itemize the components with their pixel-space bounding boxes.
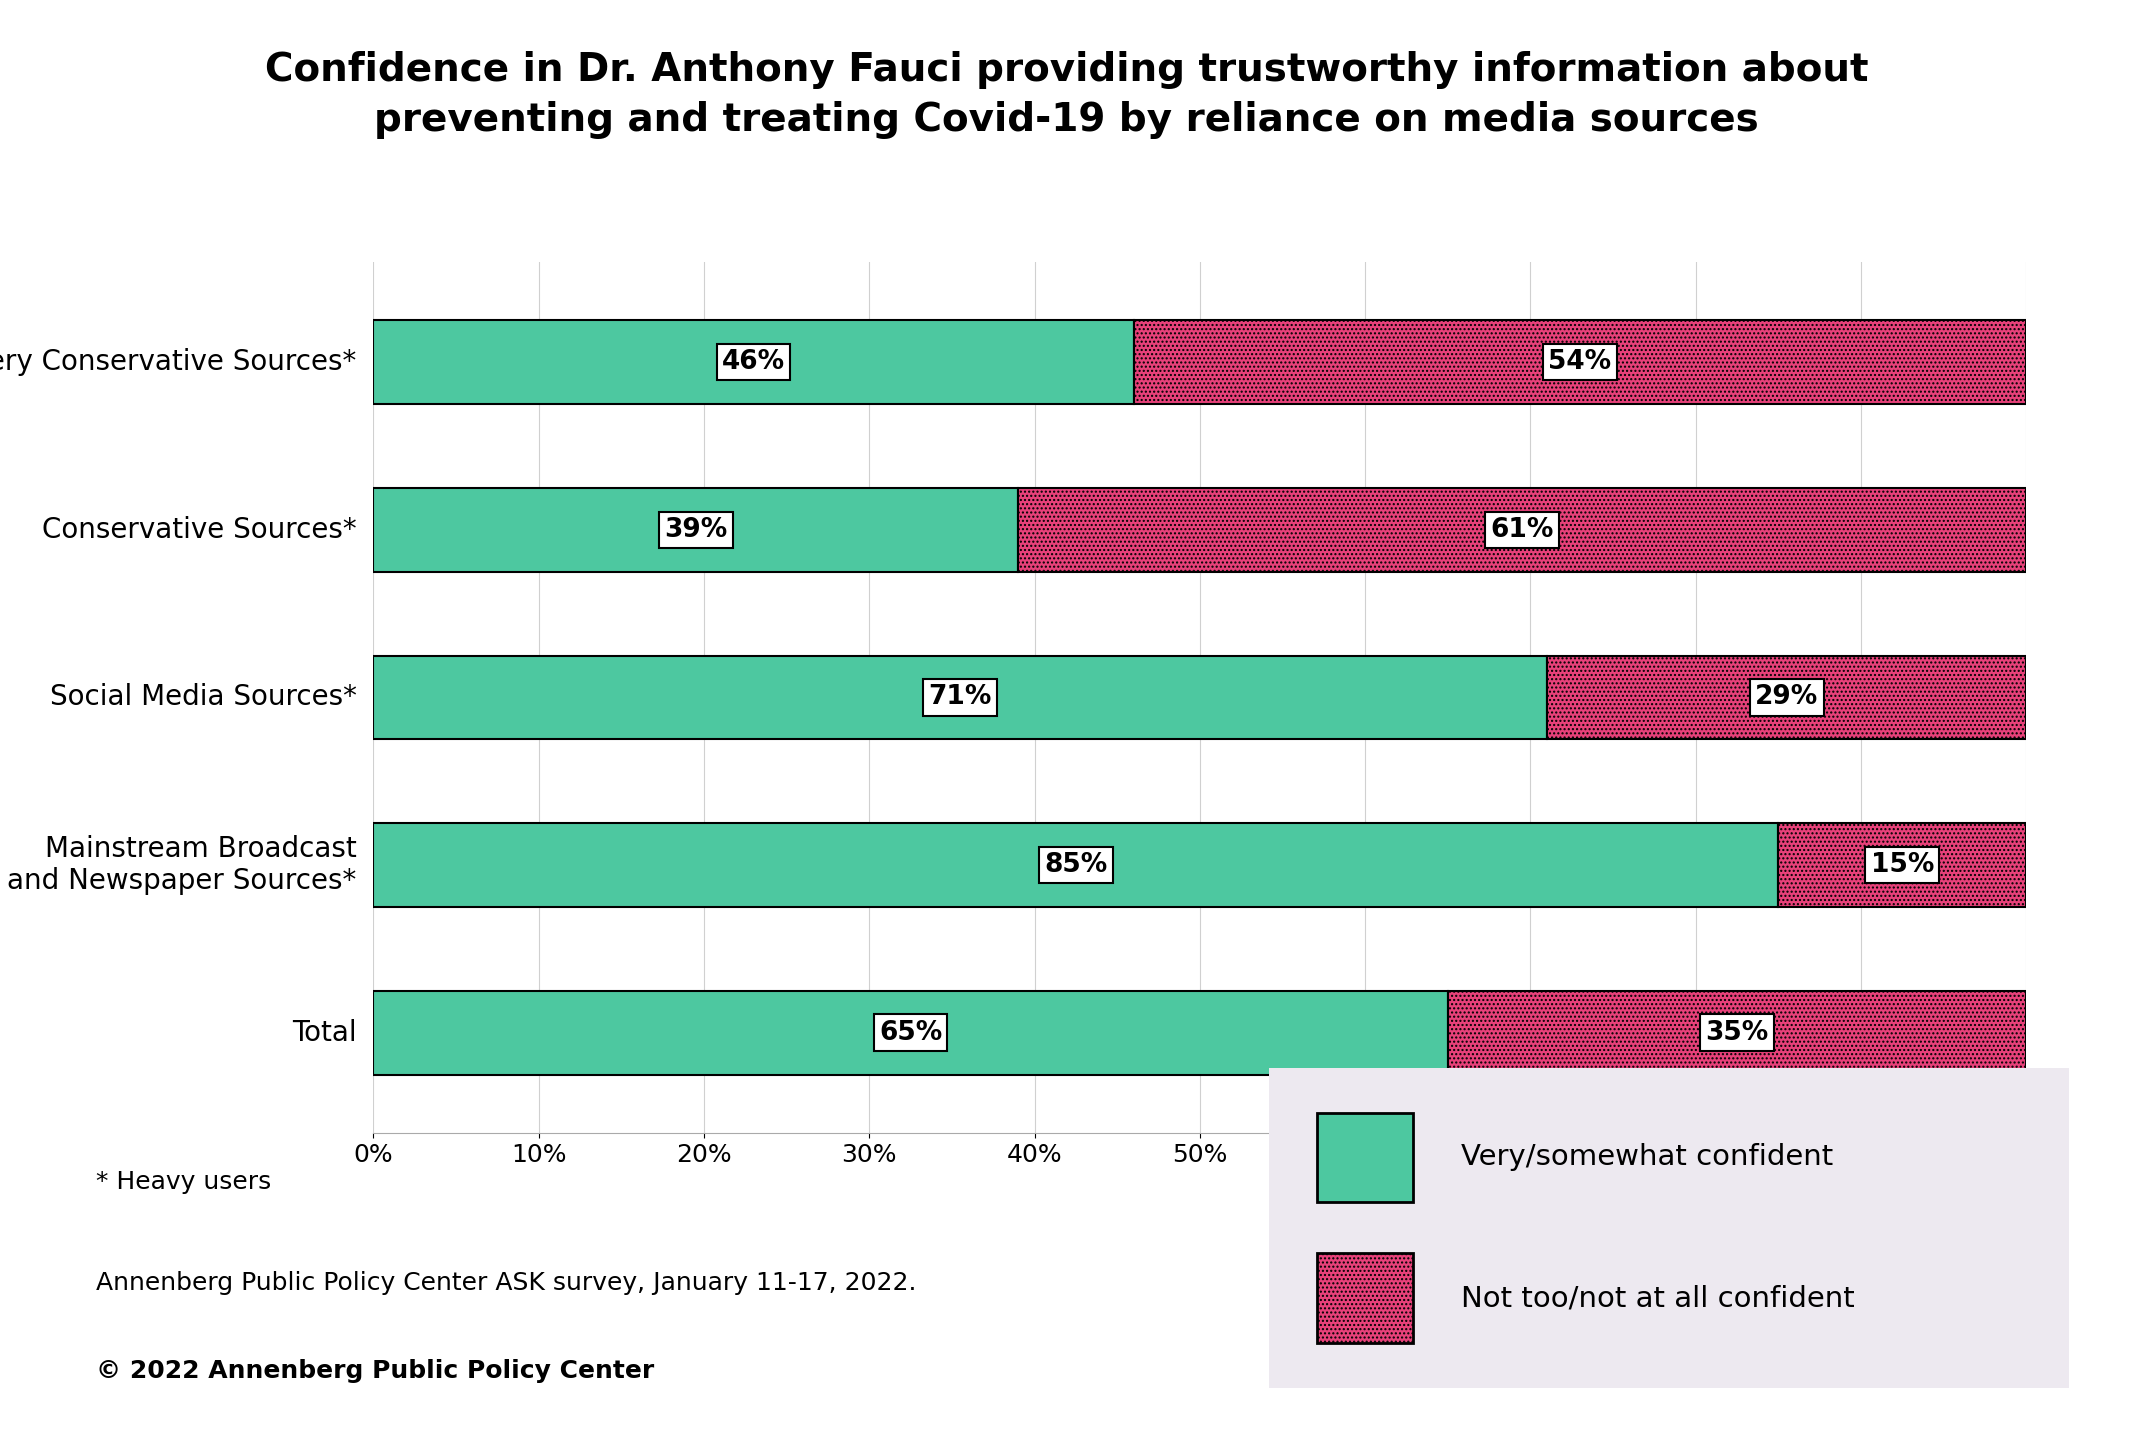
Text: 65%: 65% <box>879 1020 943 1046</box>
Text: 29%: 29% <box>1755 684 1817 711</box>
Bar <box>1448 991 2026 1075</box>
Text: 46%: 46% <box>721 349 785 375</box>
Bar <box>373 488 1017 571</box>
Bar <box>1779 824 2026 907</box>
Bar <box>373 824 1779 907</box>
Text: * Heavy users: * Heavy users <box>96 1170 271 1194</box>
Text: Not too/not at all confident: Not too/not at all confident <box>1461 1284 1856 1312</box>
Bar <box>1546 655 2026 740</box>
FancyBboxPatch shape <box>1318 1254 1412 1343</box>
Bar <box>373 655 1546 740</box>
Text: Confidence in Dr. Anthony Fauci providing trustworthy information about
preventi: Confidence in Dr. Anthony Fauci providin… <box>264 51 1869 139</box>
Bar <box>1017 488 2026 571</box>
Bar <box>373 991 1448 1075</box>
Text: 54%: 54% <box>1549 349 1613 375</box>
Bar <box>1135 320 2026 404</box>
Text: 35%: 35% <box>1706 1020 1768 1046</box>
Text: 71%: 71% <box>928 684 992 711</box>
Text: 39%: 39% <box>663 517 727 543</box>
Text: Annenberg Public Policy Center ASK survey, January 11-17, 2022.: Annenberg Public Policy Center ASK surve… <box>96 1271 917 1296</box>
Text: 61%: 61% <box>1491 517 1553 543</box>
Text: 85%: 85% <box>1045 851 1107 878</box>
Bar <box>373 320 1135 404</box>
Text: Very/somewhat confident: Very/somewhat confident <box>1461 1144 1834 1171</box>
Text: 15%: 15% <box>1871 851 1935 878</box>
Text: © 2022 Annenberg Public Policy Center: © 2022 Annenberg Public Policy Center <box>96 1359 655 1383</box>
FancyBboxPatch shape <box>1318 1113 1412 1202</box>
